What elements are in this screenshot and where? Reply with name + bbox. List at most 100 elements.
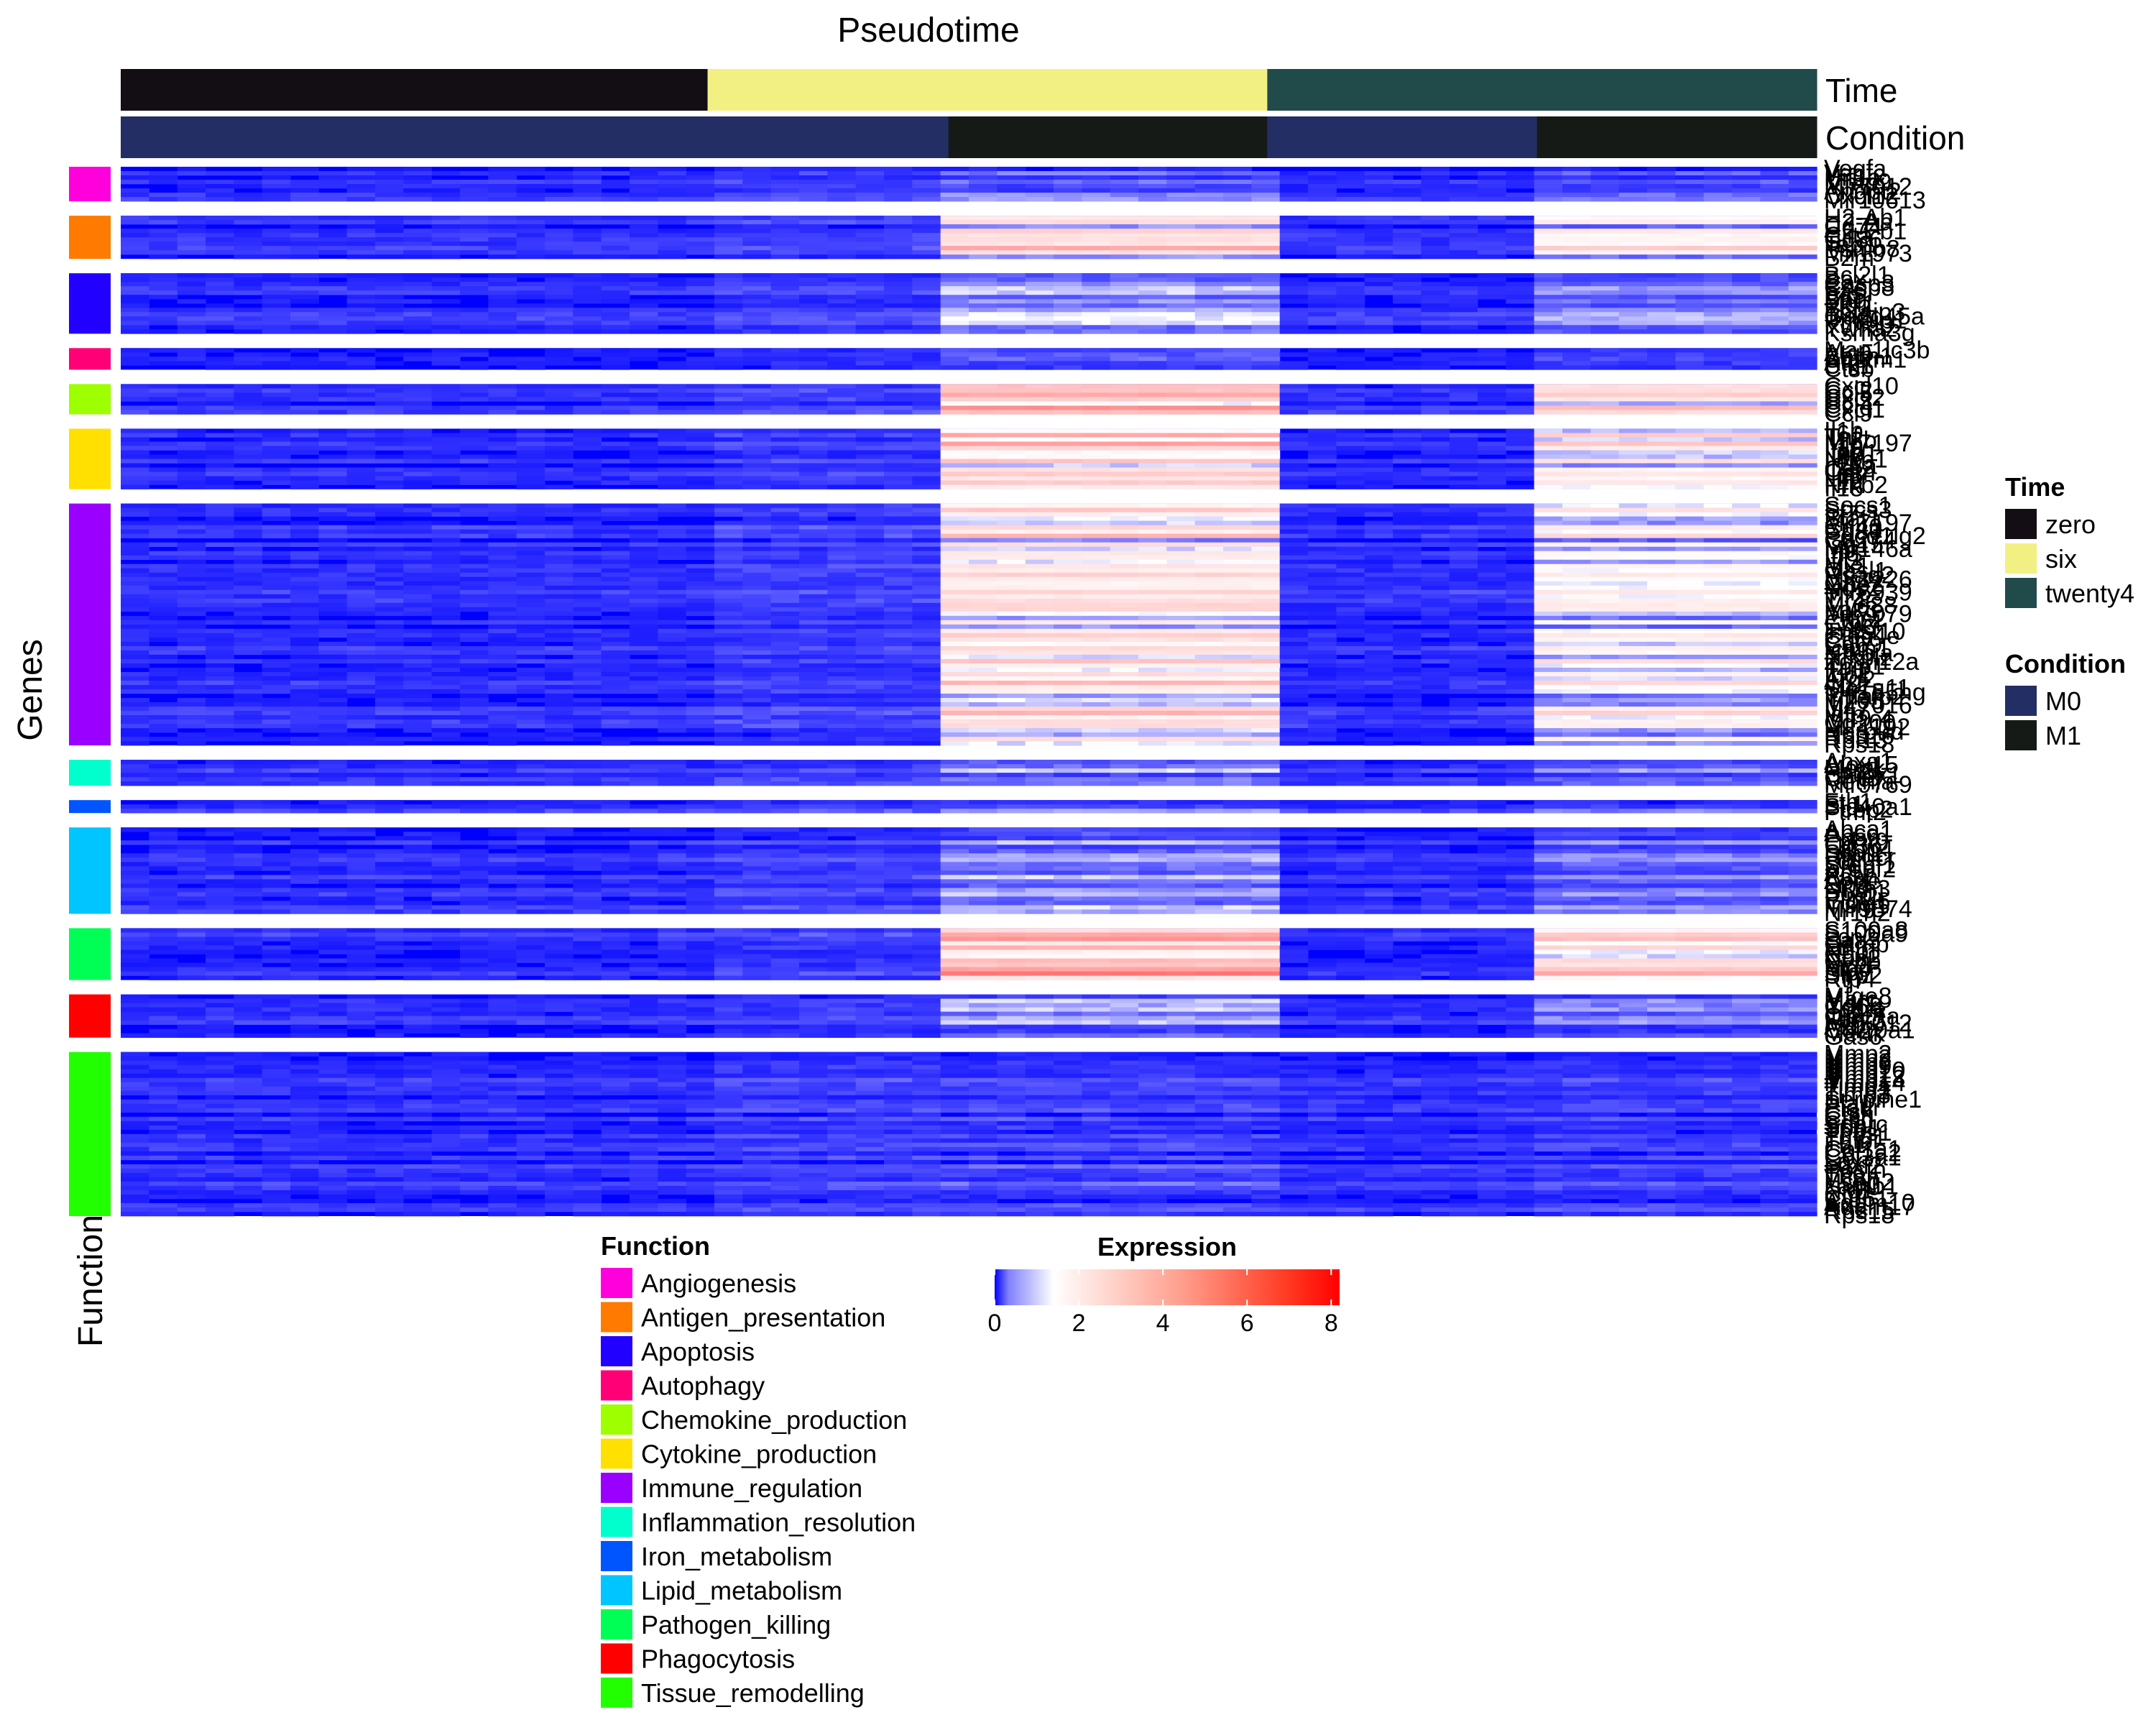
heatmap-cell [630, 433, 658, 438]
heatmap-cell [969, 433, 998, 438]
heatmap-cell [403, 507, 433, 512]
heatmap-cell [1647, 454, 1676, 459]
heatmap-cell [488, 175, 517, 180]
heatmap-cell [488, 303, 517, 308]
heatmap-cell [1675, 184, 1705, 189]
heatmap-cell [516, 312, 545, 317]
heatmap-cell [1675, 224, 1705, 229]
heatmap-cell [1647, 299, 1676, 304]
heatmap-cell [1562, 551, 1591, 556]
heatmap-cell [431, 437, 461, 442]
heatmap-cell [1082, 282, 1111, 287]
heatmap-cell [346, 237, 376, 242]
heatmap-cell [573, 533, 602, 538]
heatmap-cell [1054, 520, 1082, 525]
heatmap-cell [346, 175, 376, 180]
heatmap-cell [1223, 437, 1252, 442]
heatmap-cell [1732, 250, 1761, 255]
heatmap-cell [290, 220, 319, 225]
heatmap-cell [1194, 246, 1224, 251]
heatmap-cell [206, 180, 234, 185]
heatmap-cell [658, 628, 687, 634]
heatmap-cell [177, 282, 206, 287]
heatmap-cell [714, 503, 743, 508]
heatmap-cell [375, 410, 404, 415]
heatmap-cell [969, 242, 998, 247]
heatmap-cell [573, 180, 602, 185]
heatmap-cell [1364, 224, 1393, 229]
heatmap-cell [1618, 538, 1648, 543]
heatmap-cell [1506, 410, 1535, 415]
heatmap-cell [1138, 607, 1167, 612]
heatmap-cell [1760, 167, 1789, 172]
heatmap-cell [884, 308, 913, 313]
heatmap-cell [1054, 290, 1082, 295]
heatmap-cell [206, 184, 234, 189]
heatmap-cell [573, 171, 602, 176]
heatmap-cell [969, 428, 998, 433]
heatmap-cell [1110, 233, 1139, 238]
heatmap-cell [318, 611, 348, 617]
heatmap-cell [940, 401, 969, 406]
heatmap-cell [206, 446, 234, 451]
heatmap-cell [1478, 480, 1506, 485]
heatmap-cell [375, 598, 404, 604]
heatmap-cell [1336, 576, 1365, 582]
heatmap-cell [1251, 216, 1281, 221]
heatmap-cell [516, 507, 545, 512]
heatmap-cell [630, 538, 658, 543]
heatmap-cell [1562, 598, 1591, 604]
heatmap-cell [1251, 476, 1281, 481]
heatmap-cell [714, 632, 743, 638]
heatmap-cell [1110, 628, 1139, 634]
heatmap-cell [1590, 615, 1620, 621]
heatmap-cell [969, 329, 998, 334]
heatmap-cell [1732, 392, 1761, 397]
heatmap-cell [1138, 352, 1167, 357]
heatmap-cell [969, 405, 998, 410]
heatmap-cell [799, 290, 828, 295]
heatmap-cell [1534, 384, 1563, 389]
heatmap-cell [149, 197, 178, 202]
heatmap-cell [714, 428, 743, 433]
heatmap-cell [262, 602, 291, 608]
heatmap-cell [1251, 484, 1281, 489]
heatmap-cell [686, 581, 715, 586]
heatmap-cell [346, 437, 376, 442]
heatmap-cell [1364, 433, 1393, 438]
heatmap-cell [318, 538, 348, 543]
heatmap-cell [1534, 615, 1563, 621]
heatmap-cell [460, 397, 489, 402]
heatmap-cell [742, 388, 772, 393]
heatmap-cell [177, 559, 206, 565]
heatmap-cell [1478, 397, 1506, 402]
heatmap-cell [206, 348, 234, 353]
heatmap-cell [1166, 197, 1196, 202]
heatmap-cell [601, 533, 630, 538]
heatmap-cell [630, 459, 658, 464]
heatmap-cell [1393, 237, 1422, 242]
heatmap-cell [431, 602, 461, 608]
heatmap-cell [686, 348, 715, 353]
heatmap-cell [742, 615, 772, 621]
heatmap-cell [1251, 611, 1281, 617]
heatmap-cell [855, 250, 885, 255]
heatmap-cell [1251, 628, 1281, 634]
heatmap-cell [1618, 184, 1648, 189]
heatmap-cell [1054, 620, 1082, 625]
heatmap-cell [912, 180, 941, 185]
heatmap-cell [516, 250, 545, 255]
heatmap-cell [912, 484, 941, 489]
heatmap-cell [1703, 273, 1733, 278]
heatmap-cell [1393, 282, 1422, 287]
heatmap-cell [1534, 585, 1563, 591]
heatmap-cell [1082, 594, 1111, 599]
heatmap-cell [969, 388, 998, 393]
heatmap-cell [1279, 463, 1309, 468]
heatmap-cell [1223, 546, 1252, 551]
heatmap-cell [262, 180, 291, 185]
heatmap-cell [855, 277, 885, 282]
heatmap-cell [403, 602, 433, 608]
heatmap-cell [375, 441, 404, 446]
